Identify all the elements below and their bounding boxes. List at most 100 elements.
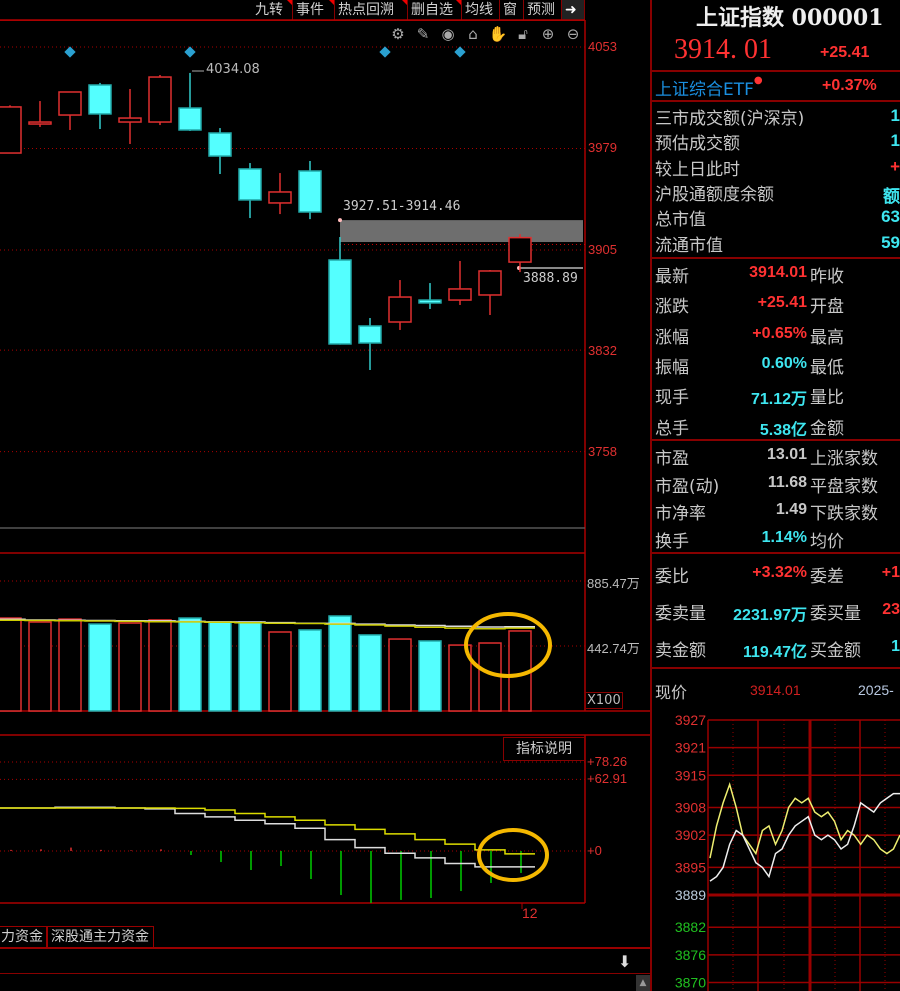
field-value: +0.65%: [752, 324, 807, 342]
eye-icon[interactable]: ◉: [441, 25, 455, 43]
field-label: 振幅: [655, 357, 689, 378]
field-label: 平盘家数: [810, 476, 878, 497]
intraday-tick: 3889: [675, 887, 706, 903]
field-label: 最新: [655, 267, 689, 287]
intraday-tick: 3908: [675, 799, 706, 815]
field-label: 上涨家数: [810, 449, 878, 469]
field-label: 量比: [810, 388, 844, 409]
field-label: 均价: [810, 531, 844, 552]
field-value: 23: [882, 601, 900, 618]
event-marker-icon: [454, 46, 466, 58]
toolbar-button-2[interactable]: 热点回溯: [335, 0, 408, 20]
stat-value: +: [890, 156, 900, 176]
zoom-out-icon[interactable]: ⊖: [566, 25, 580, 43]
candle-up: [0, 106, 22, 154]
volume-bar: [148, 619, 172, 712]
price-change: +25.41: [820, 44, 870, 61]
indicator-line-yellow: [0, 807, 535, 855]
hand-icon[interactable]: ✋: [488, 25, 508, 43]
indicator-tick: +0: [587, 843, 602, 858]
field-value: 1: [891, 638, 900, 655]
price-tick: 3832: [588, 343, 617, 358]
price-tick: 4053: [588, 39, 617, 54]
zoom-in-icon[interactable]: ⊕: [541, 25, 555, 43]
toolbar-button-0[interactable]: 九转: [252, 0, 293, 20]
stat-value: 1: [890, 106, 900, 125]
divider: [652, 100, 900, 102]
field-label: 委卖量: [655, 604, 706, 624]
price-tick: 3758: [588, 444, 617, 459]
intraday-tick: 3915: [675, 767, 706, 783]
field-label: 现手: [655, 388, 689, 409]
volume-bar: [388, 638, 412, 712]
volume-bar: [178, 617, 202, 712]
high-price-label: 4034.08: [206, 62, 260, 77]
field-value: 5.38亿: [759, 421, 807, 439]
event-marker-icon: [184, 46, 196, 58]
candle-up: [268, 191, 292, 204]
divider: [652, 552, 900, 554]
candlestick-chart[interactable]: [0, 0, 650, 991]
lock-icon[interactable]: 🔓︎: [518, 25, 528, 43]
field-label: 下跌家数: [810, 504, 878, 524]
volume-bar: [298, 629, 322, 712]
scrollbar-up-arrow[interactable]: ▲: [636, 975, 650, 991]
brush-icon[interactable]: ✎: [416, 25, 430, 43]
candle-down: [328, 259, 352, 345]
field-label: 涨幅: [655, 327, 689, 348]
date-value: 2025-: [858, 682, 894, 698]
highlight-circle: [477, 828, 549, 882]
stat-label: 预估成交额: [655, 134, 740, 155]
tab-northbound-capital[interactable]: 力资金: [0, 926, 48, 947]
tab-shenzhen-connect-capital[interactable]: 深股通主力资金: [46, 926, 154, 947]
toolbar-button-4[interactable]: 均线: [462, 0, 500, 20]
volume-bar: [118, 622, 142, 712]
gear-icon[interactable]: ⚙: [391, 25, 405, 43]
field-label: 卖金额: [655, 641, 706, 661]
divider: [652, 70, 900, 72]
field-value: 119.47亿: [742, 644, 807, 661]
field-label: 市盈: [655, 449, 689, 469]
toolbox-icon[interactable]: ⌂: [468, 25, 478, 43]
gap-anchor: [338, 218, 342, 223]
toolbar-button-3[interactable]: 删自选: [408, 0, 462, 20]
intraday-tick: 3882: [675, 919, 706, 935]
field-label: 昨收: [810, 267, 844, 287]
candle-down: [178, 107, 202, 131]
stat-label: 流通市值: [655, 235, 723, 256]
volume-bar: [0, 617, 22, 712]
candle-up: [508, 236, 532, 263]
field-label: 最低: [810, 357, 844, 378]
download-icon[interactable]: ⬇: [618, 952, 632, 971]
toolbar-button-1[interactable]: 事件: [293, 0, 335, 20]
last-price: 3914. 01: [674, 34, 772, 65]
field-value: 1.49: [775, 501, 807, 518]
candle-down: [298, 170, 322, 213]
intraday-chart[interactable]: 3927 3921 3915 3908 3902 3895 3889 3882 3876 3870: [652, 705, 900, 991]
event-marker-icon: [64, 46, 76, 58]
volume-tick: 442.74万: [587, 641, 640, 656]
low-price-label: 3888.89: [523, 271, 578, 286]
now-price-value: 3914.01: [750, 682, 801, 698]
gap-range-label: 3927.51-3914.46: [343, 199, 461, 214]
divider: [0, 947, 650, 949]
divider: [652, 439, 900, 441]
volume-ma-yellow: [0, 619, 535, 630]
stat-label: 三市成交额(沪深京): [655, 109, 805, 129]
toolbar: 九转 事件 热点回溯 删自选 均线窗预测 ➜: [0, 0, 585, 21]
stat-value: 63: [881, 207, 900, 227]
candle-down: [208, 132, 232, 157]
intraday-tick: 3902: [675, 827, 706, 843]
indicator-help-button[interactable]: 指标说明: [503, 737, 585, 761]
etf-link[interactable]: 上证综合ETF●: [655, 75, 763, 100]
exit-right-icon[interactable]: ➜: [562, 0, 585, 20]
quote-panel: [650, 0, 900, 991]
field-value: 1.14%: [761, 528, 807, 546]
intraday-tick: 3870: [675, 974, 706, 990]
gap-zone: [340, 220, 583, 243]
stat-label: 总市值: [655, 210, 706, 231]
alert-dot-icon: ●: [753, 75, 763, 86]
toolbar-button-5[interactable]: 窗: [500, 0, 524, 20]
toolbar-button-6[interactable]: 预测: [524, 0, 562, 20]
volume-bar: [358, 634, 382, 712]
